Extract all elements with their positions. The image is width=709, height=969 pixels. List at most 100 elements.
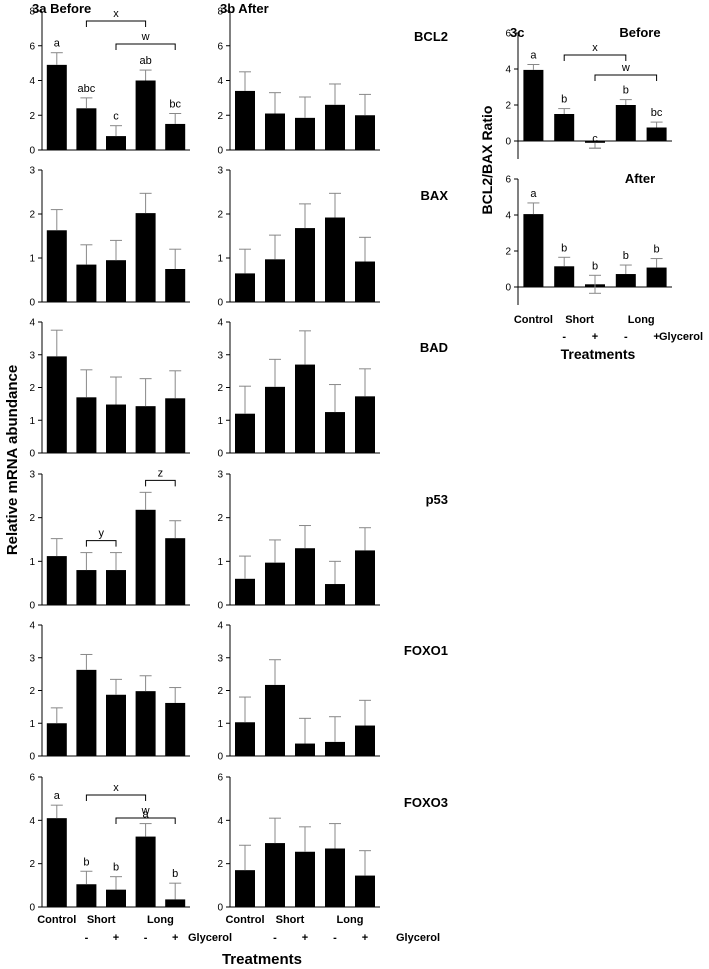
bar (646, 267, 667, 287)
glycerol-sign: - (562, 331, 566, 343)
bar (325, 741, 345, 756)
significance-bracket (594, 74, 658, 81)
y-tick-label: 3 (29, 653, 35, 664)
bracket-label: x (113, 8, 119, 20)
x-category-label: Long (628, 314, 655, 326)
bar (76, 669, 97, 756)
glycerol-label: Glycerol (188, 932, 232, 944)
bar (235, 273, 255, 302)
glycerol-sign: + (592, 331, 598, 343)
y-tick-label: 4 (29, 318, 35, 329)
gene-label: BAD (420, 340, 448, 355)
y-tick-label: 2 (217, 383, 223, 394)
bar (265, 684, 285, 756)
glycerol-sign: - (624, 331, 628, 343)
y-tick-label: 0 (29, 903, 35, 914)
bar (165, 702, 186, 756)
significance-letter: a (143, 809, 150, 821)
bar (46, 818, 67, 907)
bar (265, 843, 285, 907)
x-category-label: Long (147, 914, 174, 926)
y-tick-label: 2 (29, 111, 35, 122)
bar (325, 848, 345, 907)
significance-letter: c (592, 133, 598, 145)
x-category-label: Long (337, 914, 364, 926)
gene-label: BAX (421, 188, 449, 203)
gene-label: BCL2 (414, 29, 448, 44)
significance-letter: bc (169, 99, 181, 111)
y-tick-label: 6 (217, 773, 223, 784)
charts-layer: 02468aabccabbcxw02468BCL201230123BAX0123… (29, 7, 672, 914)
bar (235, 90, 255, 150)
bar (106, 570, 126, 605)
x-category-label: Control (514, 314, 553, 326)
glycerol-sign: + (302, 932, 308, 944)
gene-label: FOXO1 (404, 643, 448, 658)
y-tick-label: 3 (29, 350, 35, 361)
y-tick-label: 0 (217, 752, 223, 763)
bar (165, 899, 186, 907)
y-tick-label: 0 (217, 601, 223, 612)
significance-bracket (85, 794, 147, 801)
bar (135, 836, 156, 907)
y-tick-label: 1 (217, 254, 223, 265)
y-tick-label: 4 (217, 816, 223, 827)
bar (615, 105, 636, 141)
x-axis-title: Treatments (222, 951, 302, 968)
bar (615, 274, 636, 287)
chart-bad-before: 0 1 2 3 4 (29, 318, 190, 460)
bar (355, 725, 375, 756)
bracket-label: x (113, 782, 119, 794)
glycerol-sign: - (273, 932, 277, 944)
bar (165, 123, 186, 150)
glycerol-sign: - (144, 932, 148, 944)
significance-letter: b (172, 868, 178, 880)
bar (325, 412, 345, 453)
glycerol-sign: + (362, 932, 368, 944)
x-category-label: Short (87, 914, 116, 926)
bar (325, 584, 345, 605)
bar (295, 548, 315, 605)
bar (325, 104, 345, 150)
bar (46, 556, 67, 605)
significance-letter: b (623, 250, 629, 262)
significance-letter: ab (139, 55, 151, 67)
x-category-label: Control (225, 914, 264, 926)
y-tick-label: 3 (29, 470, 35, 481)
bar (165, 269, 186, 302)
y-tick-label: 6 (29, 41, 35, 52)
y-tick-label: 1 (217, 557, 223, 568)
significance-letter: a (530, 50, 537, 62)
bar (523, 69, 544, 141)
y-tick-label: 0 (29, 298, 35, 309)
significance-letter: b (654, 244, 660, 256)
chart-p53-after: 0 1 2 3 p53 (217, 470, 448, 612)
significance-letter: b (561, 242, 567, 254)
bar (325, 217, 345, 302)
y-tick-label: 4 (217, 621, 223, 632)
y-tick-label: 6 (505, 175, 511, 186)
significance-letter: a (530, 188, 537, 200)
y-tick-label: 6 (29, 773, 35, 784)
y-tick-label: 4 (217, 318, 223, 329)
chart-ratio-after: 0 2 4 6 a b b b b After (505, 171, 672, 305)
bar (135, 509, 156, 605)
subtitle: After (625, 171, 655, 186)
y-tick-label: 1 (29, 254, 35, 265)
bar (554, 266, 575, 287)
bar (585, 141, 605, 143)
bar (554, 114, 575, 141)
glycerol-sign: - (333, 932, 337, 944)
panel-3a-title: 3a Before (32, 1, 91, 16)
bar (355, 396, 375, 453)
c-x-axis-title: Treatments (561, 346, 636, 362)
y-axis-label: Relative mRNA abundance (4, 365, 21, 555)
glycerol-sign: + (172, 932, 178, 944)
chart-p53-before: 0 1 2 3 y z (29, 467, 190, 612)
y-tick-label: 2 (29, 210, 35, 221)
y-tick-label: 1 (217, 416, 223, 427)
gene-label: FOXO3 (404, 795, 448, 810)
y-tick-label: 2 (217, 111, 223, 122)
bar (646, 127, 667, 141)
y-tick-label: 4 (29, 816, 35, 827)
